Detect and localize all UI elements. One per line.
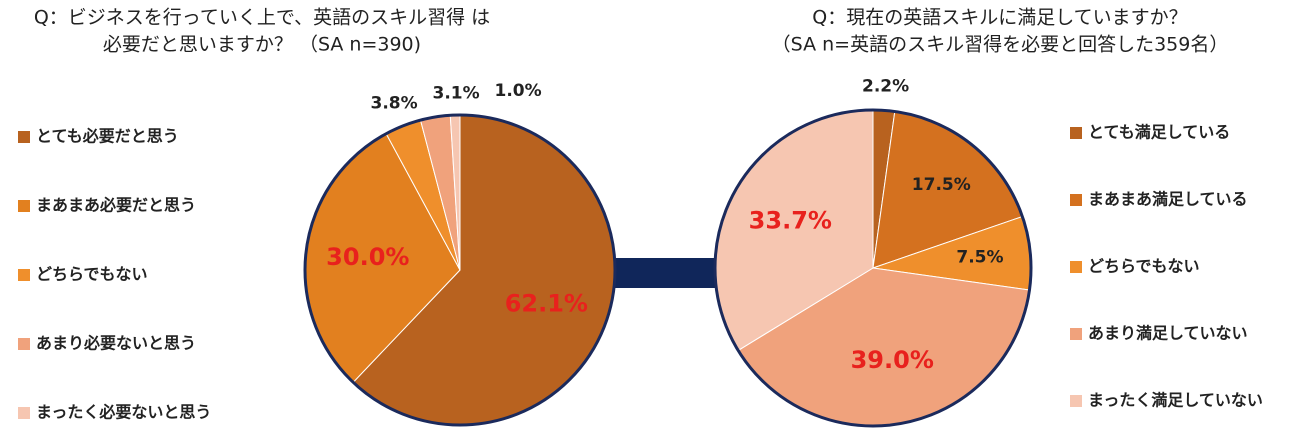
legend-label: とても満足している xyxy=(1088,123,1230,142)
legend-swatch xyxy=(18,338,30,350)
chart-title: （SA n=英語のスキル習得を必要と回答した359名） xyxy=(772,34,1229,56)
value-label: 3.1% xyxy=(433,83,480,103)
value-label: 17.5% xyxy=(912,175,971,195)
pie-outline xyxy=(713,108,1033,428)
pie-outline xyxy=(303,113,617,427)
arrow xyxy=(598,238,770,308)
legend-swatch xyxy=(1070,194,1082,206)
legend-label: あまり必要ないと思う xyxy=(36,334,196,353)
value-label: 33.7% xyxy=(749,207,832,235)
value-label: 2.2% xyxy=(862,76,909,96)
chart-title: 必要だと思いますか？ （SA n=390) xyxy=(103,34,421,56)
legend-label: まあまあ必要だと思う xyxy=(36,196,196,215)
legend-swatch xyxy=(1070,395,1082,407)
legend-label: まあまあ満足している xyxy=(1088,190,1248,209)
legend-swatch xyxy=(1070,328,1082,340)
legend-label: まったく満足していない xyxy=(1088,391,1263,410)
legend-label: あまり満足していない xyxy=(1088,324,1248,343)
legend-swatch xyxy=(1070,261,1082,273)
legend-label: まったく必要ないと思う xyxy=(36,403,211,422)
legend-label: どちらでもない xyxy=(36,265,148,284)
value-label: 30.0% xyxy=(326,243,409,271)
legend-swatch xyxy=(18,131,30,143)
value-label: 1.0% xyxy=(495,81,542,101)
value-label: 3.8% xyxy=(371,94,418,114)
value-label: 7.5% xyxy=(956,248,1003,268)
value-label: 62.1% xyxy=(505,290,588,318)
legend-swatch xyxy=(18,269,30,281)
legend-swatch xyxy=(1070,127,1082,139)
chart-title: Q：現在の英語スキルに満足していますか？ xyxy=(812,7,1187,29)
chart-title: Q：ビジネスを行っていく上で、英語のスキル習得 は xyxy=(34,7,490,29)
value-label: 39.0% xyxy=(851,346,934,374)
legend-label: どちらでもない xyxy=(1088,257,1200,276)
legend-swatch xyxy=(18,200,30,212)
legend-swatch xyxy=(18,407,30,419)
legend-label: とても必要だと思う xyxy=(36,127,179,146)
